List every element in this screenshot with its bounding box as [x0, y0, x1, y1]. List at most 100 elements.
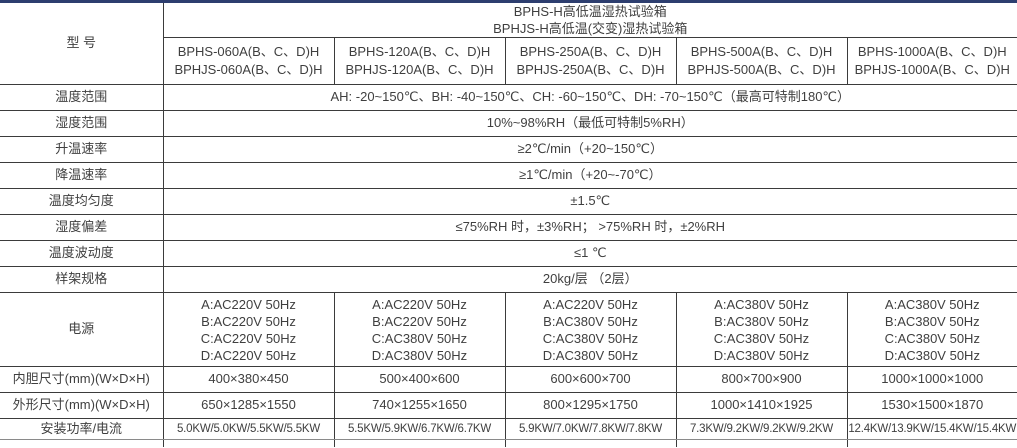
table-row: 升温速率 ≥2℃/min（+20~150℃）: [0, 136, 1017, 163]
inner-dims-060: 400×380×450: [162, 366, 334, 393]
cutoff-cell: [0, 440, 163, 448]
series-title-line2: BPHJS-H高低温(交变)湿热试验箱: [493, 21, 688, 36]
power-line: C:AC380V 50Hz: [713, 330, 810, 346]
spec-label-temp-uniformity: 温度均匀度: [0, 188, 163, 215]
power-line: A:AC220V 50Hz: [201, 296, 296, 312]
inner-dims-500: 800×700×900: [675, 366, 847, 393]
cutoff-cell: [846, 439, 1017, 447]
model-name: BPHJS-250A(B、C、D)H: [516, 62, 665, 77]
power-line: D:AC380V 50Hz: [371, 347, 468, 363]
model-name: BPHS-060A(B、C、D)H: [177, 44, 320, 59]
spec-value-temp-range: AH: -20~150℃、BH: -40~150℃、CH: -60~150℃、D…: [162, 84, 1017, 111]
table-row: 温度波动度 ≤1 ℃: [0, 240, 1017, 267]
spec-label-inner-dims: 内胆尺寸(mm)(W×D×H): [0, 366, 163, 393]
spec-value-humidity-deviation: ≤75%RH 时，±3%RH； >75%RH 时，±2%RH: [162, 214, 1017, 241]
outer-dims-1000: 1530×1500×1870: [846, 392, 1017, 419]
spec-value-temp-uniformity: ±1.5℃: [162, 188, 1017, 215]
power-cell-120: A:AC220V 50Hz B:AC220V 50Hz C:AC380V 50H…: [333, 292, 505, 367]
cutoff-cell: [162, 439, 334, 447]
outer-dims-250: 800×1295×1750: [504, 392, 676, 419]
installed-power-250: 5.9KW/7.0KW/7.8KW/7.8KW: [504, 418, 676, 440]
table-row: 温度均匀度 ±1.5℃: [0, 188, 1017, 215]
table-row: 湿度范围 10%~98%RH（最低可特制5%RH）: [0, 110, 1017, 137]
table-row: 温度范围 AH: -20~150℃、BH: -40~150℃、CH: -60~1…: [0, 84, 1017, 111]
installed-power-060: 5.0KW/5.0KW/5.5KW/5.5KW: [162, 418, 334, 440]
power-line: B:AC380V 50Hz: [543, 313, 638, 329]
inner-dims-120: 500×400×600: [333, 366, 505, 393]
model-name: BPHJS-120A(B、C、D)H: [345, 62, 494, 77]
cutoff-cell: [333, 439, 505, 447]
table-row: 外形尺寸(mm)(W×D×H) 650×1285×1550 740×1255×1…: [0, 392, 1017, 419]
spec-label-humidity-range: 湿度范围: [0, 110, 163, 137]
power-cell-500: A:AC380V 50Hz B:AC380V 50Hz C:AC380V 50H…: [675, 292, 847, 367]
spec-label-heating-rate: 升温速率: [0, 136, 163, 163]
power-cell-1000: A:AC380V 50Hz B:AC380V 50Hz C:AC380V 50H…: [846, 292, 1017, 367]
spec-label-installed-power: 安装功率/电流: [0, 418, 163, 440]
power-line: D:AC380V 50Hz: [713, 347, 810, 363]
inner-dims-250: 600×600×700: [504, 366, 676, 393]
power-line: A:AC380V 50Hz: [884, 296, 980, 312]
model-header-label: 型 号: [0, 3, 163, 85]
spec-label-temp-range: 温度范围: [0, 84, 163, 111]
model-name: BPHS-120A(B、C、D)H: [348, 44, 491, 59]
installed-power-1000: 12.4KW/13.9KW/15.4KW/15.4KW: [846, 418, 1017, 440]
spec-label-power-supply: 电源: [0, 292, 163, 367]
table-row: 型 号 BPHS-H高低温湿热试验箱 BPHJS-H高低温(交变)湿热试验箱: [0, 3, 1017, 85]
power-line: B:AC380V 50Hz: [884, 313, 980, 329]
power-line: B:AC220V 50Hz: [372, 313, 467, 329]
power-line: A:AC220V 50Hz: [543, 296, 638, 312]
spec-label-humidity-deviation: 湿度偏差: [0, 214, 163, 241]
power-line: D:AC220V 50Hz: [200, 347, 297, 363]
power-line: C:AC380V 50Hz: [884, 330, 980, 346]
spec-label-temp-fluctuation: 温度波动度: [0, 240, 163, 267]
spec-label-cooling-rate: 降温速率: [0, 162, 163, 189]
power-line: A:AC380V 50Hz: [714, 296, 809, 312]
spec-label-outer-dims: 外形尺寸(mm)(W×D×H): [0, 392, 163, 419]
power-line: D:AC380V 50Hz: [542, 347, 639, 363]
power-cell-060: A:AC220V 50Hz B:AC220V 50Hz C:AC220V 50H…: [162, 292, 334, 367]
power-line: A:AC220V 50Hz: [372, 296, 467, 312]
cutoff-cell: [504, 439, 676, 447]
table-row: 安装功率/电流 5.0KW/5.0KW/5.5KW/5.5KW 5.5KW/5.…: [0, 418, 1017, 440]
model-cell-1000: BPHS-1000A(B、C、D)H BPHJS-1000A(B、C、D)H: [846, 37, 1017, 85]
model-name: BPHJS-060A(B、C、D)H: [174, 62, 323, 77]
table-row: 降温速率 ≥1℃/min（+20~-70℃）: [0, 162, 1017, 189]
table-row: 内胆尺寸(mm)(W×D×H) 400×380×450 500×400×600 …: [0, 366, 1017, 393]
cutoff-cell: [675, 439, 847, 447]
model-name: BPHS-500A(B、C、D)H: [690, 44, 833, 59]
model-cell-250: BPHS-250A(B、C、D)H BPHJS-250A(B、C、D)H: [504, 37, 676, 85]
model-name: BPHJS-500A(B、C、D)H: [687, 62, 836, 77]
model-cell-120: BPHS-120A(B、C、D)H BPHJS-120A(B、C、D)H: [333, 37, 505, 85]
table-row: 样架规格 20kg/层 （2层）: [0, 266, 1017, 293]
power-line: C:AC380V 50Hz: [371, 330, 468, 346]
model-name: BPHS-250A(B、C、D)H: [519, 44, 662, 59]
outer-dims-060: 650×1285×1550: [162, 392, 334, 419]
installed-power-500: 7.3KW/9.2KW/9.2KW/9.2KW: [675, 418, 847, 440]
series-title-line1: BPHS-H高低温湿热试验箱: [513, 4, 667, 19]
power-line: C:AC380V 50Hz: [542, 330, 639, 346]
power-line: B:AC220V 50Hz: [201, 313, 296, 329]
power-cell-250: A:AC220V 50Hz B:AC380V 50Hz C:AC380V 50H…: [504, 292, 676, 367]
power-line: B:AC380V 50Hz: [714, 313, 809, 329]
table-row: 电源 A:AC220V 50Hz B:AC220V 50Hz C:AC220V …: [0, 292, 1017, 367]
installed-power-120: 5.5KW/5.9KW/6.7KW/6.7KW: [333, 418, 505, 440]
spec-table: 型 号 BPHS-H高低温湿热试验箱 BPHJS-H高低温(交变)湿热试验箱 B…: [0, 3, 1017, 447]
table-row: 湿度偏差 ≤75%RH 时，±3%RH； >75%RH 时，±2%RH: [0, 214, 1017, 241]
outer-dims-120: 740×1255×1650: [333, 392, 505, 419]
table-row: BPHS-060A(B、C、D)H BPHJS-060A(B、C、D)H BPH…: [0, 37, 1017, 85]
spec-value-heating-rate: ≥2℃/min（+20~150℃）: [162, 136, 1017, 163]
power-line: C:AC220V 50Hz: [200, 330, 297, 346]
power-line: D:AC380V 50Hz: [884, 347, 980, 363]
model-cell-060: BPHS-060A(B、C、D)H BPHJS-060A(B、C、D)H: [162, 37, 334, 85]
model-cell-500: BPHS-500A(B、C、D)H BPHJS-500A(B、C、D)H: [675, 37, 847, 85]
table-row-cutoff: [0, 439, 1017, 448]
model-name: BPHJS-1000A(B、C、D)H: [854, 62, 1010, 77]
spec-value-temp-fluctuation: ≤1 ℃: [162, 240, 1017, 267]
outer-dims-500: 1000×1410×1925: [675, 392, 847, 419]
model-name: BPHS-1000A(B、C、D)H: [857, 44, 1007, 59]
spec-label-shelf-spec: 样架规格: [0, 266, 163, 293]
series-title-cell: BPHS-H高低温湿热试验箱 BPHJS-H高低温(交变)湿热试验箱: [162, 3, 1017, 38]
inner-dims-1000: 1000×1000×1000: [846, 366, 1017, 393]
spec-value-humidity-range: 10%~98%RH（最低可特制5%RH）: [162, 110, 1017, 137]
